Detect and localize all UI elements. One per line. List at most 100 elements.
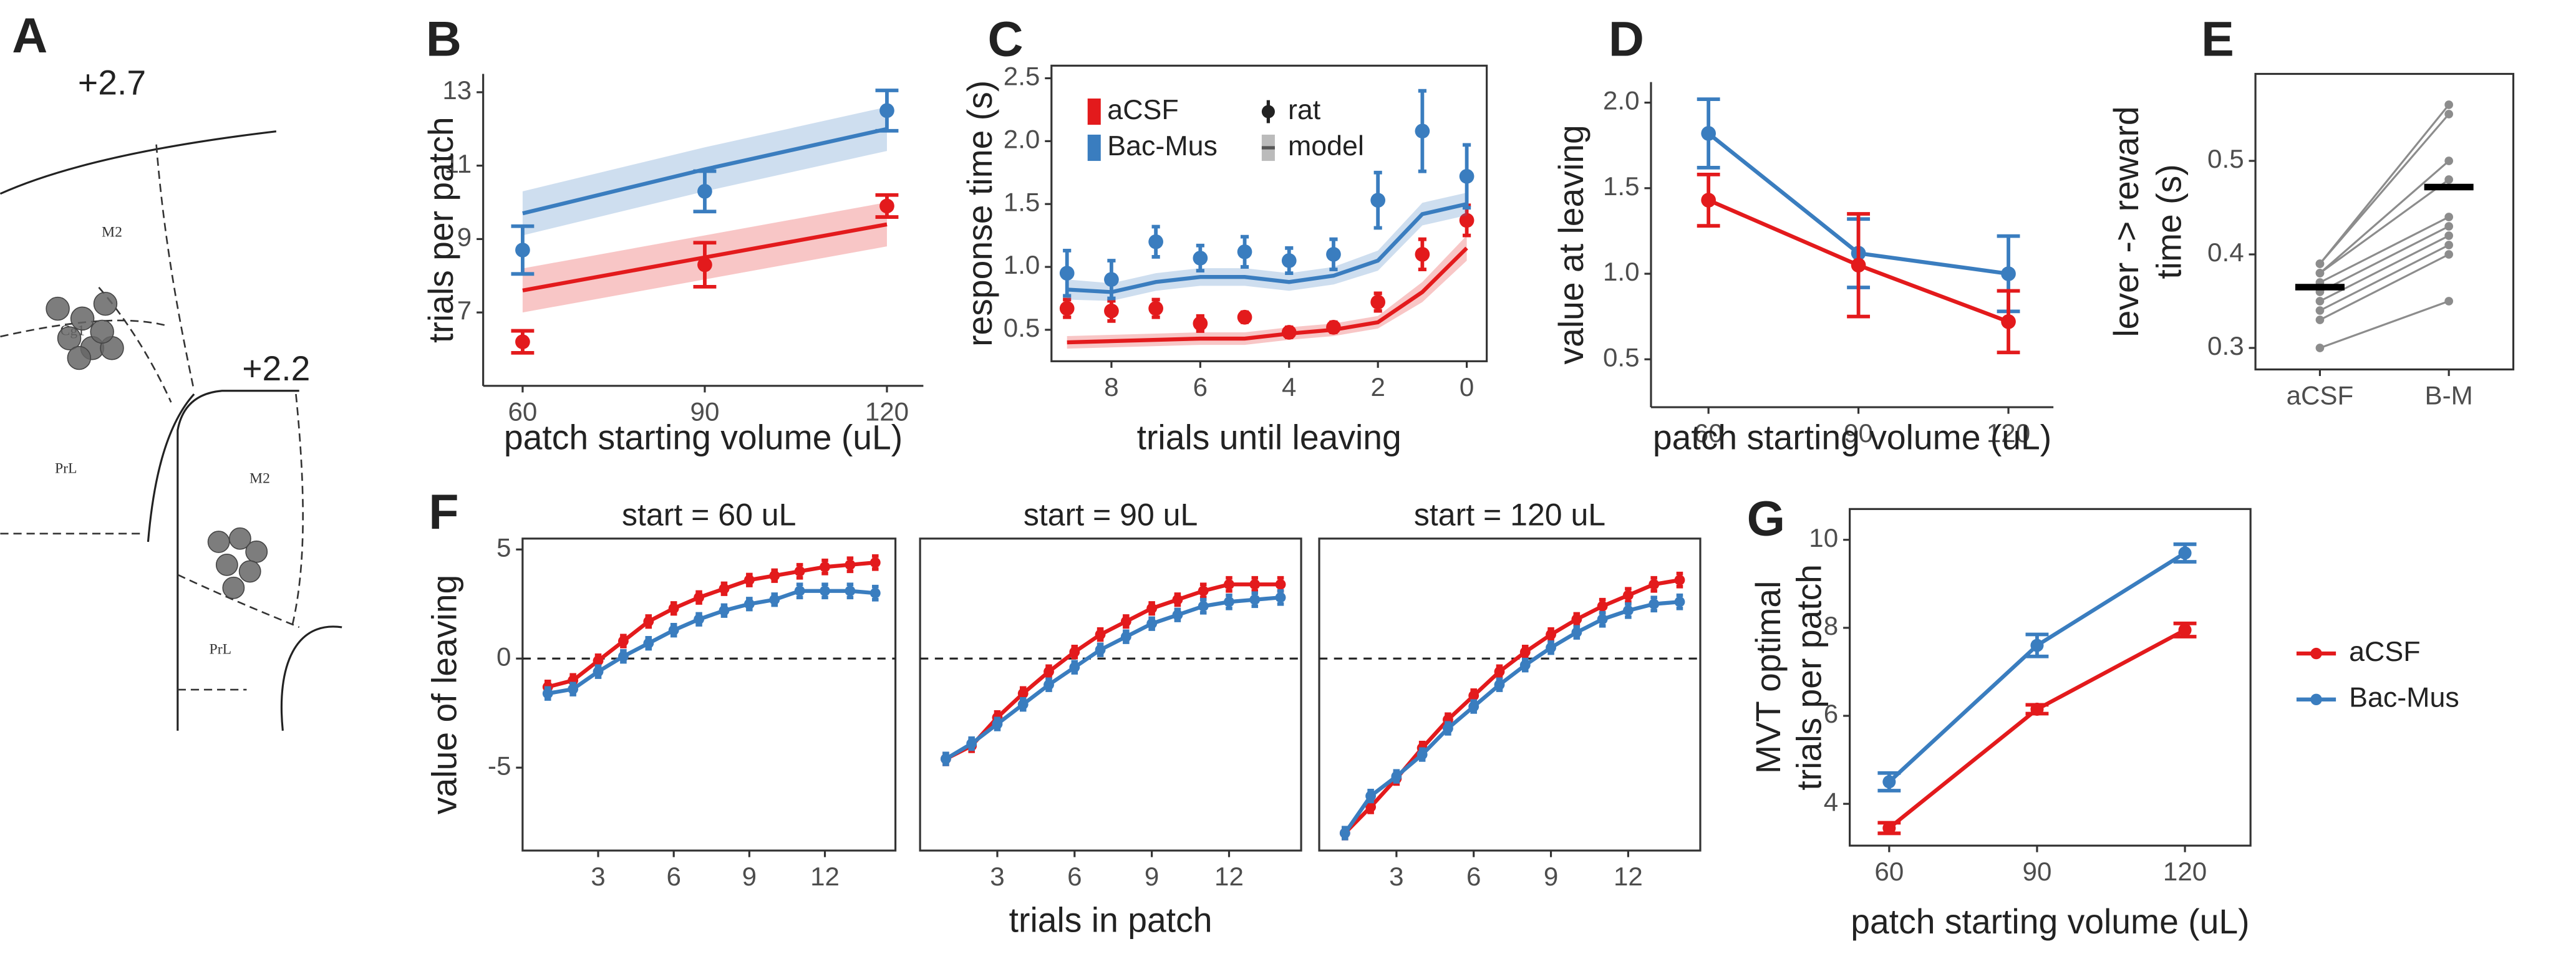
x-axis-title: trials until leaving [1137,418,1402,456]
subject-point [2444,213,2453,221]
region-label: PrL [210,641,232,657]
y-axis-title: trials per patch [1790,564,1829,791]
data-point [1120,631,1131,642]
data-point [1043,666,1054,677]
data-point [1882,821,1896,835]
y-tick-label: 0.5 [1004,313,1040,342]
data-point [1120,616,1131,627]
data-point [1198,585,1209,597]
x-tick-label: 6 [1466,862,1481,891]
region-label: M2 [102,224,122,240]
data-point [515,243,530,258]
data-point [668,603,679,614]
data-point [1494,666,1505,677]
model-line [1067,246,1468,345]
data-point [1546,629,1556,640]
y-tick-label: -5 [488,751,511,780]
data-point [1519,660,1531,671]
data-point [820,561,830,572]
data-point [1597,614,1608,625]
legend-key [1261,105,1275,118]
data-point [697,257,712,272]
x-tick-label: 90 [2023,857,2052,886]
data-point [697,184,712,199]
data-point [1851,258,1866,273]
subject-line [2319,216,2449,284]
subject-point [2315,344,2325,352]
data-point [1059,266,1075,281]
data-point [1095,629,1106,640]
data-point [593,655,604,667]
y-tick-label: 0.4 [2207,238,2244,267]
x-axis-title: trials in patch [1009,901,1213,940]
subject-line [2319,300,2449,349]
y-tick-label: 9 [457,223,472,252]
data-point [1468,690,1479,701]
data-point [1882,775,1896,789]
data-point [1622,605,1634,616]
data-point [1326,247,1341,262]
section-label: +2.7 [78,64,146,102]
series-line [944,582,1281,761]
subject-point [2315,259,2325,268]
x-tick-label: 6 [1067,862,1082,891]
x-axis-title: patch starting volume (uL) [1653,418,2051,456]
subject-line [2319,234,2449,302]
data-point [1172,609,1183,620]
x-tick-label: 0 [1460,372,1474,402]
data-point [643,638,654,649]
y-axis-title: response time (s) [961,80,999,347]
data-point [1281,253,1297,268]
subject-point [2444,297,2453,306]
subject-point [2444,250,2453,259]
data-point [1148,234,1163,249]
y-tick-label: 6 [1824,699,1838,728]
x-tick-label: aCSF [2287,380,2354,410]
data-point [1281,325,1297,340]
plot-frame [1050,64,1488,362]
slice-outline [0,130,277,195]
data-point [1546,642,1556,653]
data-point [1193,251,1208,266]
data-point [820,585,830,597]
data-point [2178,546,2192,560]
subject-point [2315,269,2325,277]
panel-letter: C [988,11,1024,66]
panel-letter: D [1609,11,1644,66]
data-point [542,688,553,699]
y-tick-label: 0.5 [1603,342,1640,372]
data-point [743,599,755,610]
legend-label: rat [1288,94,1321,125]
region-border [177,574,300,629]
data-point [1415,247,1430,262]
model-band [1067,235,1467,349]
legend-swatch [1087,134,1101,161]
slice-outline [280,625,342,731]
legend-label: aCSF [1107,94,1178,125]
panel-a: A +2.7 M2 Cg1 PrL +2.2 M2 PrL [0,7,342,731]
legend-label: aCSF [2349,636,2420,667]
data-point [1275,579,1286,590]
data-point [1095,644,1106,655]
facet-title: start = 120 uL [1414,498,1605,532]
section-label: +2.2 [242,349,310,388]
x-tick-label: 8 [1104,372,1118,402]
subject-point [2444,157,2453,165]
legend-label: Bac-Mus [2349,682,2459,713]
data-point [694,592,705,603]
x-tick-label: 9 [1145,862,1159,891]
data-point [2030,638,2044,652]
data-point [1069,662,1080,673]
y-axis-title: value at leaving [1552,125,1591,364]
subject-point [2315,316,2325,324]
y-tick-label: 1.5 [1603,171,1640,201]
x-tick-label: 4 [1282,372,1296,402]
data-point [1017,688,1029,699]
y-tick-label: 0.3 [2207,331,2244,360]
data-point [1370,294,1386,310]
y-tick-label: 0 [496,642,511,671]
data-point [2001,266,2016,281]
slice-outline [147,393,195,542]
data-point [1249,594,1261,605]
y-tick-label: 1.5 [1004,187,1040,216]
